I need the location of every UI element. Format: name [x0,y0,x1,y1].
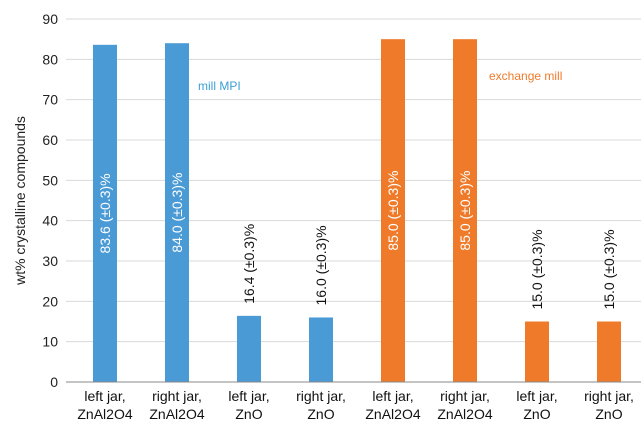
annotation-mill-mpi: mill MPI [198,79,241,93]
y-tick-label: 50 [42,172,58,188]
y-tick-label: 40 [42,213,58,229]
category-label: left jar, [516,388,557,404]
data-labels: 83.6 (±0.3)% 84.0 (±0.3)% 16.4 (±0.3)% 16.0… [97,171,617,310]
y-tick-label: 10 [42,334,58,350]
category-label: left jar, [84,388,125,404]
category-label: ZnAl2O4 [77,406,132,422]
category-label: left jar, [372,388,413,404]
category-label: ZnO [235,406,262,422]
y-tick-label: 30 [42,253,58,269]
category-label: right jar, [152,388,202,404]
y-tick-label: 0 [50,374,58,390]
bars [93,39,621,383]
bar [453,39,477,383]
category-label: ZnO [307,406,334,422]
category-label: right jar, [440,388,490,404]
y-tick-label: 20 [42,293,58,309]
category-label: right jar, [584,388,634,404]
data-label: 84.0 (±0.3)% [169,173,185,253]
y-tick-labels: 0 10 20 30 40 50 60 70 80 90 [42,11,58,390]
y-tick-label: 90 [42,11,58,27]
category-label: ZnAl2O4 [149,406,204,422]
category-label: ZnO [595,406,622,422]
data-label: 16.4 (±0.3)% [241,224,257,304]
bar [93,44,117,383]
y-tick-label: 80 [42,51,58,67]
data-label: 85.0 (±0.3)% [385,171,401,251]
data-label: 15.0 (±0.3)% [529,229,545,309]
y-tick-label: 70 [42,92,58,108]
bar [525,321,549,382]
category-labels: left jar, ZnAl2O4 right jar, ZnAl2O4 left ja… [77,388,634,422]
y-axis-label: wt% crystalline compounds [12,116,28,286]
category-label: right jar, [296,388,346,404]
y-tick-label: 60 [42,132,58,148]
data-label: 85.0 (±0.3)% [457,171,473,251]
bar [597,321,621,382]
data-label: 16.0 (±0.3)% [313,225,329,305]
bar [237,315,261,382]
category-label: ZnO [523,406,550,422]
annotation-exchange-mill: exchange mill [489,69,562,83]
category-label: left jar, [228,388,269,404]
category-label: ZnAl2O4 [365,406,420,422]
data-label: 83.6 (±0.3)% [97,173,113,253]
data-label: 15.0 (±0.3)% [601,229,617,309]
bar [165,43,189,382]
gridlines [66,18,641,343]
bar [381,39,405,383]
category-label: ZnAl2O4 [437,406,492,422]
bar [309,317,333,382]
